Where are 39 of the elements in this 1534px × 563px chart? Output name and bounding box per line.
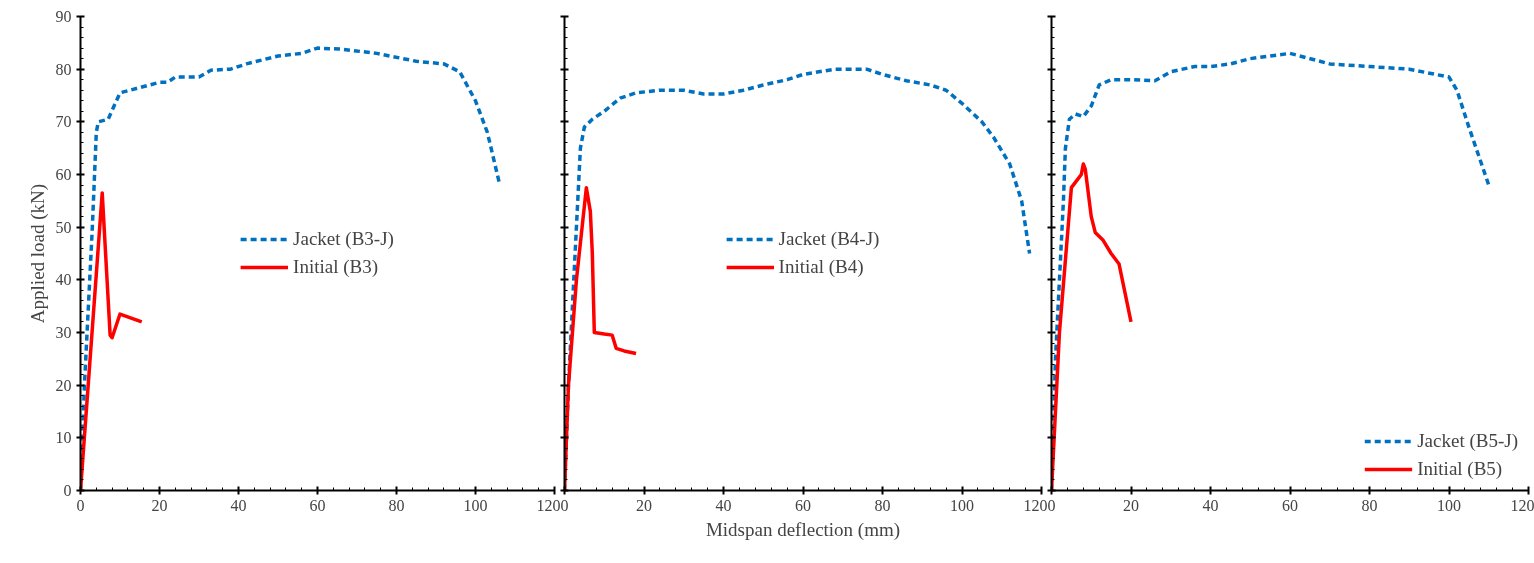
x-tick-label: 120 — [536, 496, 561, 514]
x-tick-label: 100 — [463, 496, 488, 514]
y-tick-label: 30 — [55, 324, 72, 341]
legend-label: Initial (B5) — [1417, 458, 1503, 480]
legend-label: Initial (B3) — [293, 256, 379, 278]
legend-label: Jacket (B3-J) — [293, 228, 394, 250]
x-tick-label: 60 — [795, 496, 811, 514]
x-tick-label: 20 — [636, 496, 652, 514]
x-tick-label: 120 — [1023, 496, 1048, 514]
legend-label: Initial (B4) — [778, 256, 864, 278]
y-tick-label: 20 — [55, 376, 72, 394]
x-tick-label: 40 — [230, 496, 247, 514]
y-tick-label: 10 — [55, 429, 72, 447]
x-tick-label: 60 — [309, 496, 326, 514]
x-tick-label: 100 — [950, 496, 974, 514]
y-axis-title: Applied load (kN) — [26, 183, 49, 324]
y-tick-label: 0 — [63, 482, 72, 499]
y-tick-label: 90 — [55, 8, 72, 25]
x-tick-label: 80 — [1361, 496, 1378, 514]
x-tick-label: 100 — [1437, 496, 1461, 514]
y-tick-label: 60 — [55, 166, 72, 183]
x-tick-label: 20 — [151, 496, 168, 514]
x-axis-title: Midspan deflection (mm) — [705, 518, 901, 541]
x-tick-label: 40 — [715, 496, 732, 514]
x-tick-label: 120 — [1510, 496, 1534, 514]
x-tick-label: 40 — [1202, 496, 1219, 514]
y-tick-label: 70 — [55, 113, 72, 131]
x-tick-label: 20 — [1123, 496, 1139, 514]
x-tick-label: 80 — [874, 496, 891, 514]
x-tick-label: 0 — [560, 496, 569, 514]
x-tick-label: 60 — [1282, 496, 1298, 514]
y-tick-label: 80 — [55, 60, 72, 78]
y-tick-label: 50 — [55, 218, 72, 236]
legend-label: Jacket (B5-J) — [1417, 430, 1518, 452]
legend-label: Jacket (B4-J) — [778, 228, 880, 250]
y-tick-label: 40 — [55, 271, 72, 289]
x-tick-label: 80 — [388, 496, 405, 514]
x-tick-label: 0 — [76, 496, 85, 514]
x-tick-label: 0 — [1047, 496, 1056, 514]
